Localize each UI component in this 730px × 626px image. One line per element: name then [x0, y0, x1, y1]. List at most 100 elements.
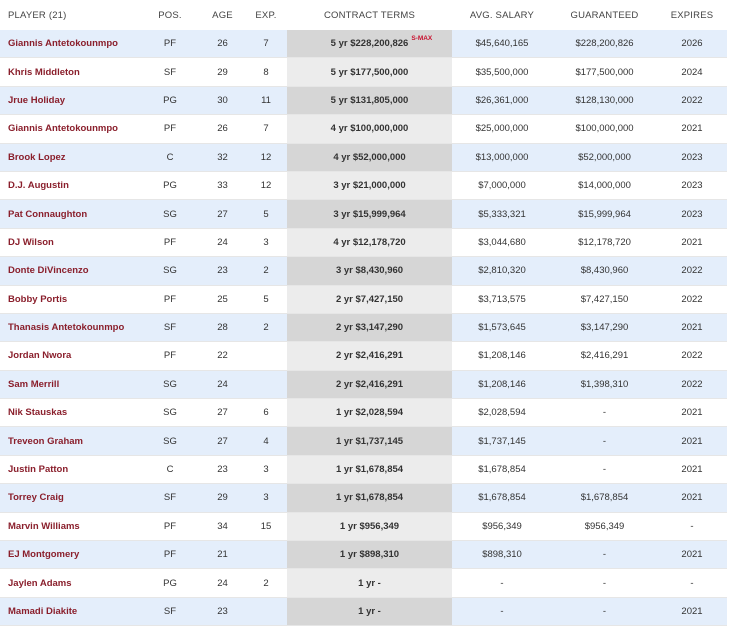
guaranteed-cell: $8,430,960: [552, 256, 657, 286]
contract-terms-column-header[interactable]: CONTRACT TERMS: [323, 9, 416, 21]
experience-cell: [245, 540, 287, 570]
expires-cell: -: [657, 512, 727, 542]
expires-cell: 2022: [657, 86, 727, 116]
avg-salary-column-header[interactable]: AVG. SALARY: [469, 9, 535, 21]
table-row: Donte DiVincenzo SG 23 2 3 yr $8,430,960 $2,8…: [0, 256, 727, 286]
contract-terms-cell: 1 yr $1,678,854: [287, 483, 452, 513]
guaranteed-cell: $1,678,854: [552, 483, 657, 513]
contract-terms-cell: 5 yr $228,200,826 S-MAX: [287, 30, 452, 59]
player-name[interactable]: EJ Montgomery: [0, 540, 140, 570]
supermax-badge: S-MAX: [411, 35, 433, 42]
age-cell: 34: [200, 512, 245, 542]
guaranteed-cell: $7,427,150: [552, 285, 657, 314]
player-name[interactable]: DJ Wilson: [0, 228, 140, 258]
experience-cell: 12: [245, 171, 287, 201]
expires-cell: 2022: [657, 285, 727, 314]
guaranteed-cell: $2,416,291: [552, 341, 657, 371]
age-cell: 21: [200, 540, 245, 570]
player-name[interactable]: Nik Stauskas: [0, 398, 140, 428]
position-cell: PF: [140, 341, 200, 371]
player-name[interactable]: Mamadi Diakite: [0, 597, 140, 626]
experience-cell: [245, 597, 287, 626]
table-row: Jordan Nwora PF 22 2 yr $2,416,291 $1,208,14…: [0, 341, 727, 371]
guaranteed-cell: -: [552, 398, 657, 428]
guaranteed-cell: -: [552, 455, 657, 485]
guaranteed-column-header[interactable]: GUARANTEED: [570, 9, 639, 21]
player-name[interactable]: Jaylen Adams: [0, 568, 140, 598]
expires-cell: 2026: [657, 30, 727, 59]
table-row: Treveon Graham SG 27 4 1 yr $1,737,145 $1,737…: [0, 426, 727, 456]
player-name[interactable]: Bobby Portis: [0, 285, 140, 314]
position-cell: PG: [140, 568, 200, 598]
age-cell: 30: [200, 86, 245, 116]
player-name[interactable]: Justin Patton: [0, 455, 140, 485]
expires-cell: 2024: [657, 57, 727, 87]
player-name[interactable]: Marvin Williams: [0, 512, 140, 542]
guaranteed-cell: $100,000,000: [552, 114, 657, 144]
player-name[interactable]: Giannis Antetokounmpo: [0, 30, 140, 59]
age-cell: 26: [200, 30, 245, 59]
contract-terms-text: 1 yr $2,028,594: [335, 407, 404, 419]
contract-terms-text: 5 yr $177,500,000: [330, 66, 409, 78]
expires-cell: 2021: [657, 597, 727, 626]
player-name[interactable]: Donte DiVincenzo: [0, 256, 140, 286]
player-name[interactable]: D.J. Augustin: [0, 171, 140, 201]
table-row: Bobby Portis PF 25 5 2 yr $7,427,150 $3,713,5…: [0, 285, 727, 314]
expires-column-header[interactable]: EXPIRES: [670, 9, 714, 21]
experience-cell: 6: [245, 398, 287, 428]
age-cell: 23: [200, 455, 245, 485]
position-cell: SG: [140, 426, 200, 456]
expires-cell: 2021: [657, 313, 727, 343]
contract-terms-cell: 4 yr $52,000,000: [287, 143, 452, 172]
position-column-header[interactable]: POS.: [158, 9, 182, 21]
position-cell: PG: [140, 171, 200, 201]
age-column-header[interactable]: AGE: [212, 9, 233, 21]
table-row: Marvin Williams PF 34 15 1 yr $956,349 $956,3…: [0, 512, 727, 542]
age-cell: 32: [200, 143, 245, 172]
player-name[interactable]: Khris Middleton: [0, 57, 140, 87]
experience-cell: 4: [245, 426, 287, 456]
player-name[interactable]: Jordan Nwora: [0, 341, 140, 371]
experience-column-header[interactable]: EXP.: [255, 9, 277, 21]
age-cell: 24: [200, 228, 245, 258]
player-name[interactable]: Jrue Holiday: [0, 86, 140, 116]
contract-terms-cell: 4 yr $12,178,720: [287, 228, 452, 258]
contract-terms-text: 5 yr $228,200,826: [330, 38, 409, 50]
guaranteed-cell: $1,398,310: [552, 370, 657, 400]
contract-terms-text: 1 yr $1,737,145: [335, 435, 404, 447]
player-name[interactable]: Thanasis Antetokounmpo: [0, 313, 140, 343]
player-name[interactable]: Giannis Antetokounmpo: [0, 114, 140, 144]
experience-cell: [245, 370, 287, 400]
guaranteed-cell: -: [552, 597, 657, 626]
player-name[interactable]: Pat Connaughton: [0, 199, 140, 229]
player-name[interactable]: Brook Lopez: [0, 143, 140, 172]
age-cell: 24: [200, 568, 245, 598]
contract-terms-text: 3 yr $8,430,960: [335, 265, 404, 277]
experience-cell: 12: [245, 143, 287, 172]
contract-terms-text: 2 yr $7,427,150: [335, 293, 404, 305]
player-name[interactable]: Treveon Graham: [0, 426, 140, 456]
experience-cell: 2: [245, 568, 287, 598]
age-cell: 33: [200, 171, 245, 201]
contract-terms-text: 1 yr $1,678,854: [335, 464, 404, 476]
position-cell: SG: [140, 398, 200, 428]
player-name[interactable]: Sam Merrill: [0, 370, 140, 400]
table-row: Torrey Craig SF 29 3 1 yr $1,678,854 $1,678,8…: [0, 483, 727, 513]
experience-cell: 3: [245, 455, 287, 485]
table-row: Sam Merrill SG 24 2 yr $2,416,291 $1,208,146…: [0, 370, 727, 400]
age-cell: 24: [200, 370, 245, 400]
experience-cell: 7: [245, 30, 287, 59]
avg-salary-cell: $1,737,145: [452, 426, 552, 456]
expires-cell: 2021: [657, 483, 727, 513]
contract-terms-cell: 1 yr $2,028,594: [287, 398, 452, 428]
contract-terms-cell: 2 yr $7,427,150: [287, 285, 452, 314]
table-row: DJ Wilson PF 24 3 4 yr $12,178,720 $3,044,680…: [0, 228, 727, 258]
table-row: Khris Middleton SF 29 8 5 yr $177,500,000 $35…: [0, 57, 727, 87]
player-name[interactable]: Torrey Craig: [0, 483, 140, 513]
avg-salary-cell: $1,678,854: [452, 483, 552, 513]
player-column-header[interactable]: PLAYER (21): [8, 9, 67, 21]
contract-terms-text: 2 yr $2,416,291: [335, 350, 404, 362]
contract-terms-cell: 2 yr $2,416,291: [287, 341, 452, 371]
expires-cell: 2021: [657, 114, 727, 144]
expires-cell: 2021: [657, 398, 727, 428]
